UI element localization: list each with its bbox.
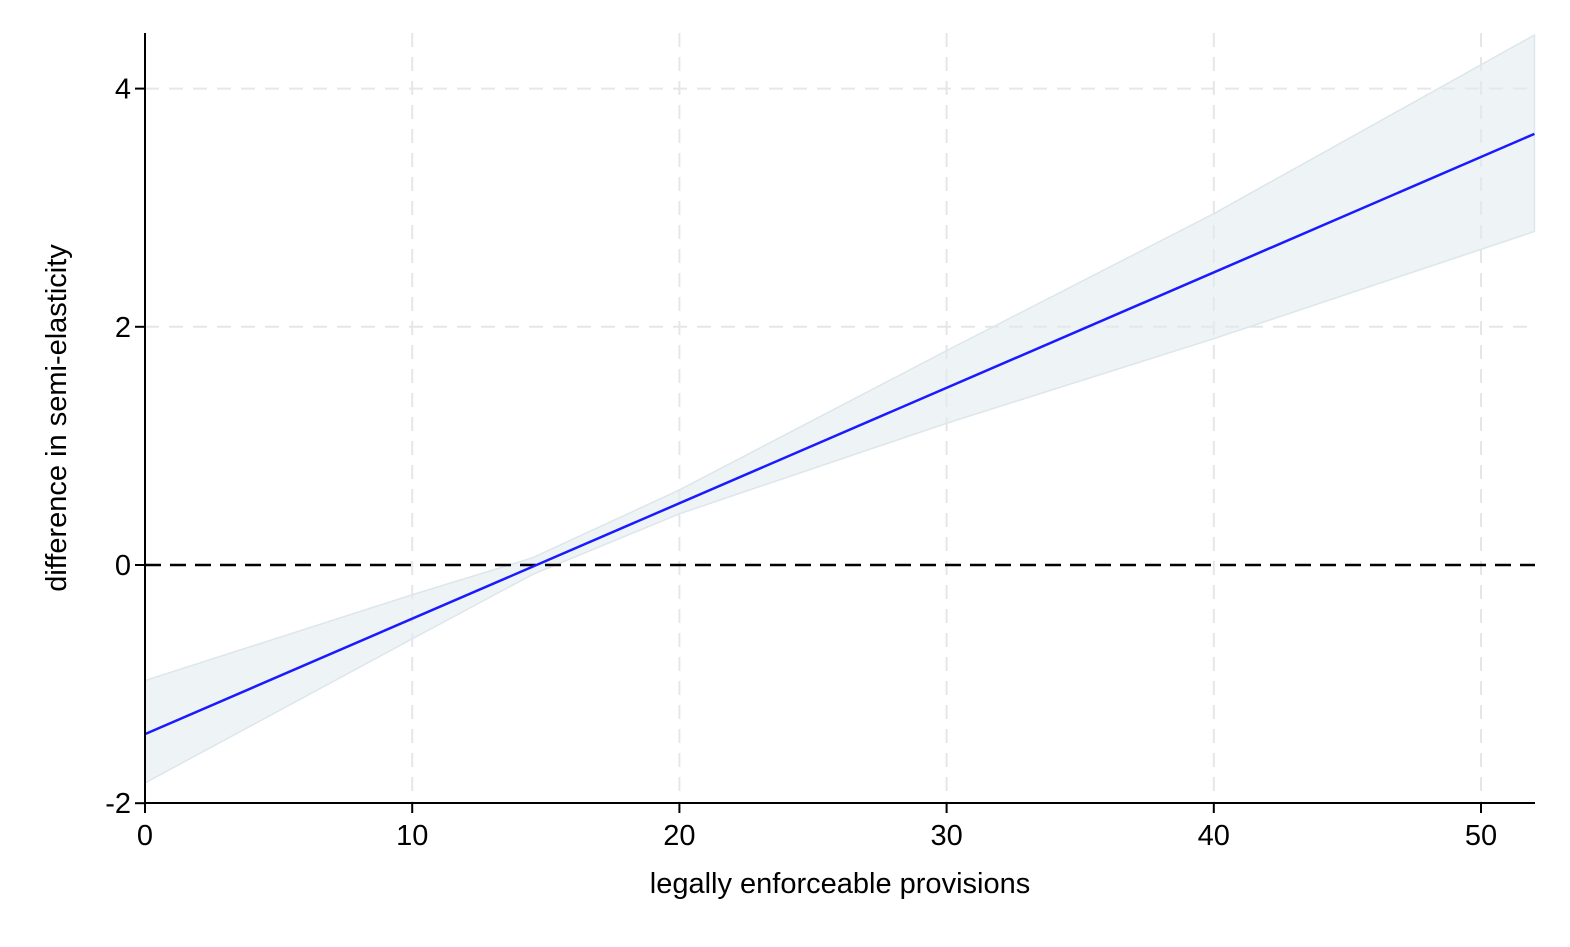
y-axis-title: difference in semi-elasticity	[41, 244, 73, 592]
x-tick-label: 30	[930, 820, 962, 852]
x-tick-layer: 0 10 20 30 40 50	[137, 803, 1497, 852]
series-line-layer	[144, 132, 1535, 736]
confidence-band	[144, 33, 1536, 785]
x-tick-label: 50	[1465, 820, 1497, 852]
confidence-band-layer	[144, 33, 1536, 785]
axis-layer	[144, 33, 1535, 804]
x-axis-title: legally enforceable provisions	[650, 868, 1030, 900]
y-tick-label: -2	[105, 788, 131, 820]
x-tick-label: 40	[1198, 820, 1230, 852]
y-tick-label: 2	[115, 312, 131, 344]
x-tick-label: 10	[396, 820, 428, 852]
x-tick-label: 20	[663, 820, 695, 852]
y-tick-label: 0	[115, 550, 131, 582]
series-line	[144, 132, 1535, 736]
y-tick-label: 4	[115, 74, 131, 106]
x-tick-label: 0	[137, 820, 153, 852]
y-tick-layer: -2 0 2 4	[105, 74, 145, 820]
